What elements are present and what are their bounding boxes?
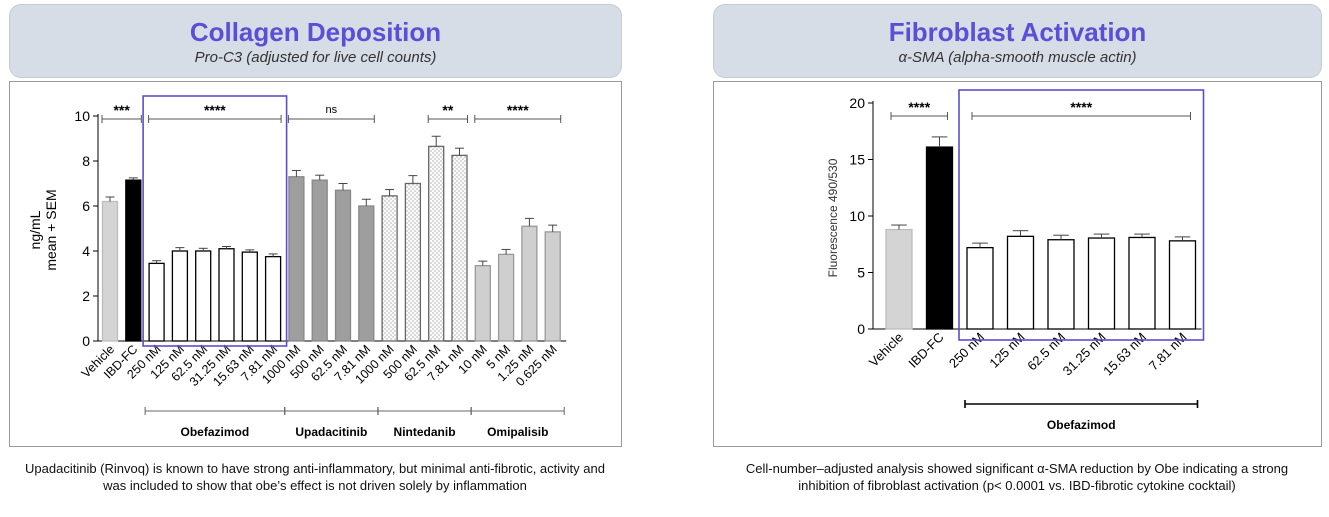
left-chart-frame: 0 2 4 6 8 10 ng/mL mean + SEM Vehicle IBD-FC 250 n… <box>9 81 622 447</box>
bar <box>497 253 515 342</box>
y-tick-label: 15 <box>849 152 865 168</box>
significance-label: **** <box>908 99 930 115</box>
y-tick-label: 2 <box>82 288 90 304</box>
bar <box>264 255 282 342</box>
bar <box>288 176 305 342</box>
y-axis-title: mean + SEM <box>43 189 59 270</box>
x-tick-label: IBD-FC <box>905 330 946 371</box>
bar <box>101 200 119 342</box>
significance-label: *** <box>113 102 130 118</box>
group-label: Obefazimod <box>1047 418 1116 432</box>
left-panel-title: Collagen Deposition <box>189 17 442 47</box>
bar <box>428 145 445 342</box>
bar <box>925 146 954 330</box>
bar <box>474 264 491 342</box>
y-tick-label: 5 <box>857 265 865 281</box>
group-label: Upadacitinib <box>295 425 367 439</box>
bar <box>404 182 422 342</box>
bar <box>171 250 189 342</box>
y-tick-label: 6 <box>82 198 90 214</box>
bar <box>885 228 913 330</box>
bar <box>311 179 328 342</box>
left-panel-subtitle: Pro-C3 (adjusted for live cell counts) <box>194 49 437 66</box>
x-tick-label: 15.63 nM <box>1100 330 1149 379</box>
group-label: Omipalisib <box>487 425 548 439</box>
significance-label: ns <box>326 104 338 116</box>
right-panel-title: Fibroblast Activation <box>888 17 1147 47</box>
bar <box>451 154 468 342</box>
y-axis-title: ng/mL <box>27 210 43 249</box>
right-panel-header: Fibroblast Activation α-SMA (alpha-smoot… <box>713 4 1322 78</box>
group-label: Obefazimod <box>181 425 250 439</box>
bar <box>334 189 352 342</box>
significance-label: ** <box>442 102 453 118</box>
highlight-box <box>142 95 288 347</box>
bar <box>148 262 165 342</box>
y-tick-label: 4 <box>82 243 90 259</box>
left-caption: Upadacitinib (Rinvoq) is known to have s… <box>25 461 605 493</box>
group-label: Nintedanib <box>394 425 456 439</box>
bar <box>241 251 258 342</box>
bar <box>966 246 994 330</box>
x-tick-label: Vehicle <box>866 330 906 370</box>
significance-label: **** <box>1070 99 1092 115</box>
bar <box>218 248 235 342</box>
bar <box>381 195 398 342</box>
y-axis-title: Fluorescence 490/530 <box>826 158 840 277</box>
x-tick-label: 125 nM <box>986 330 1027 371</box>
highlight-box <box>958 89 1205 341</box>
y-tick-label: 10 <box>74 108 90 124</box>
bar <box>521 225 538 342</box>
y-tick-label: 8 <box>82 153 90 169</box>
x-tick-label: 7.81 nM <box>1146 330 1190 374</box>
left-panel-header: Collagen Deposition Pro-C3 (adjusted for… <box>9 4 622 78</box>
bar <box>358 205 375 342</box>
y-tick-label: 0 <box>82 333 90 349</box>
bar <box>125 179 142 342</box>
bar <box>1168 240 1197 330</box>
bar <box>544 231 561 342</box>
bar <box>195 250 212 342</box>
fibroblast-chart: 0 5 10 15 20 Fluorescence 490/530 Vehicle IBD-F… <box>826 89 1205 432</box>
y-tick-label: 20 <box>849 95 865 111</box>
x-tick-label: 250 nM <box>946 330 987 371</box>
right-caption: Cell-number–adjusted analysis showed sig… <box>745 461 1289 493</box>
bar <box>1006 235 1035 330</box>
y-tick-label: 10 <box>849 208 865 224</box>
bar <box>1087 237 1116 330</box>
significance-label: **** <box>507 102 529 118</box>
right-panel-subtitle: α-SMA (alpha-smooth muscle actin) <box>898 49 1137 66</box>
y-tick-label: 0 <box>857 321 865 337</box>
right-chart-frame: 0 5 10 15 20 Fluorescence 490/530 Vehicle IBD-F… <box>713 81 1322 447</box>
bar <box>1128 236 1156 330</box>
significance-label: **** <box>204 102 226 118</box>
x-tick-label: 31.25 nM <box>1060 330 1109 379</box>
bar <box>1047 239 1075 330</box>
